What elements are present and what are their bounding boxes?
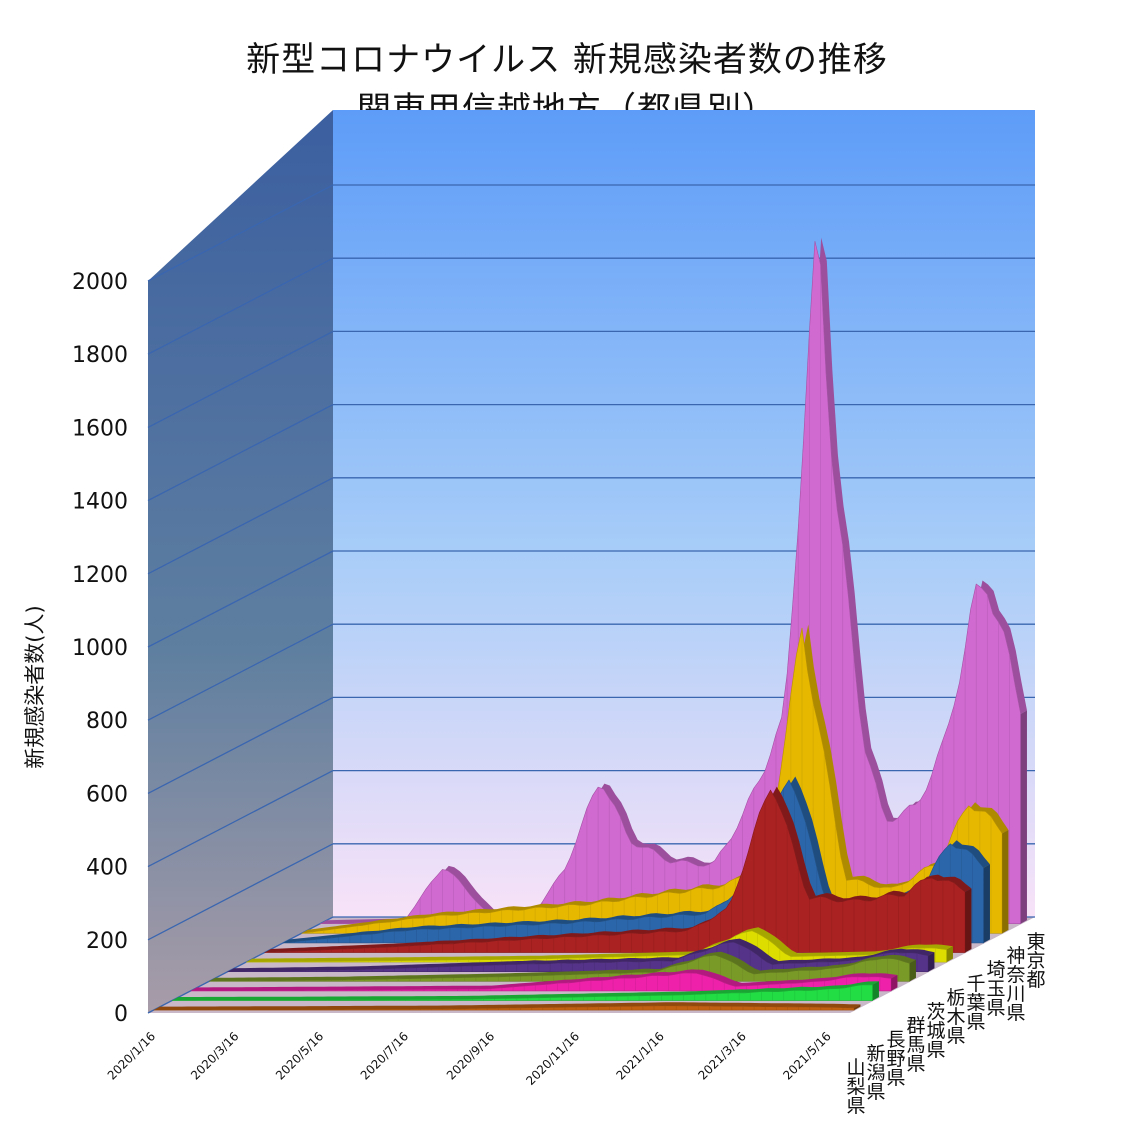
series-area-9	[319, 241, 1022, 925]
y-tick-label: 2000	[72, 270, 128, 295]
series-cap-6	[965, 888, 972, 953]
series-depth-label: 埼玉県	[986, 959, 1005, 1019]
x-tick-label: 2020/1/16	[105, 1029, 158, 1082]
series-cap-8	[1002, 829, 1009, 934]
x-tick-label: 2021/3/16	[696, 1029, 749, 1082]
gridline-side	[147, 770, 334, 868]
gridline-side	[147, 843, 334, 941]
series-depth-label: 東京都	[1026, 931, 1045, 991]
series-cap-0	[854, 1004, 861, 1011]
series-area-6	[264, 789, 966, 953]
x-tick-label: 2020/5/16	[273, 1029, 326, 1082]
gridline-side	[147, 257, 334, 355]
series-ridge-6	[264, 786, 972, 953]
series-cap-7	[983, 864, 990, 943]
series-depth-label: 栃木県	[946, 987, 965, 1047]
series-depth-label: 長野県	[886, 1029, 905, 1089]
series-cap-9	[1020, 710, 1027, 924]
y-tick-label: 600	[86, 782, 128, 807]
series-cap-4	[928, 952, 935, 972]
series-area-2	[190, 972, 892, 992]
side-wall	[148, 110, 333, 1013]
y-tick-label: 1400	[72, 490, 128, 515]
series-cap-2	[891, 975, 898, 991]
x-tick-label: 2020/11/16	[523, 1029, 582, 1088]
y-tick-label: 800	[86, 709, 128, 734]
x-tick-label: 2020/7/16	[358, 1029, 411, 1082]
series-ridge-5	[246, 927, 954, 963]
gridline-side	[147, 623, 334, 721]
series-area-8	[301, 627, 1003, 934]
series-hatch-1	[171, 984, 874, 1001]
x-tick-label: 2021/5/16	[780, 1029, 833, 1082]
series-area-3	[208, 954, 911, 982]
x-tick-label: 2020/3/16	[188, 1029, 241, 1082]
gridline-side	[147, 404, 334, 502]
gridline-side	[147, 184, 334, 282]
y-tick-label: 1600	[72, 416, 128, 441]
series-hatch-0	[153, 1005, 855, 1011]
series-ridge-1	[172, 981, 880, 1001]
series-depth-label: 新潟県	[866, 1043, 885, 1103]
series-depth-label: 千葉県	[966, 973, 985, 1033]
y-tick-label: 400	[86, 856, 128, 881]
series-layer	[153, 237, 1028, 1011]
series-cap-3	[909, 959, 916, 982]
series-ridge-3	[209, 951, 916, 982]
series-cap-1	[872, 981, 879, 1001]
series-area-4	[227, 941, 929, 973]
y-tick-label: 1000	[72, 636, 128, 661]
series-depth-label: 神奈川県	[1006, 945, 1025, 1024]
series-area-1	[171, 984, 874, 1001]
series-depth-label: 群馬県	[906, 1015, 925, 1075]
gridline-side	[147, 477, 334, 575]
series-depth-label: 茨城県	[926, 1001, 945, 1061]
y-tick-label: 1800	[72, 343, 128, 368]
y-tick-label: 200	[86, 929, 128, 954]
series-area-0	[153, 1005, 855, 1011]
y-tick-label: 1200	[72, 563, 128, 588]
x-tick-label: 2021/1/16	[613, 1029, 666, 1082]
gridline-side	[147, 330, 334, 428]
gridline-side	[147, 696, 334, 794]
series-cap-5	[946, 946, 953, 963]
series-area-5	[245, 930, 948, 963]
series-hatch-2	[190, 973, 892, 991]
y-tick-label: 0	[114, 1002, 128, 1027]
series-ridge-2	[190, 969, 898, 991]
series-depth-label: 山梨県	[846, 1057, 865, 1117]
chart-title-line-1: 新型コロナウイルス 新規感染者数の推移	[246, 40, 888, 80]
series-ridge-0	[153, 1002, 861, 1011]
y-axis-label: 新規感染者数(人)	[23, 605, 47, 768]
x-tick-label: 2020/9/16	[444, 1029, 497, 1082]
series-hatch-6	[264, 799, 966, 953]
gridline-side	[147, 550, 334, 648]
series-ridge-4	[227, 938, 935, 972]
